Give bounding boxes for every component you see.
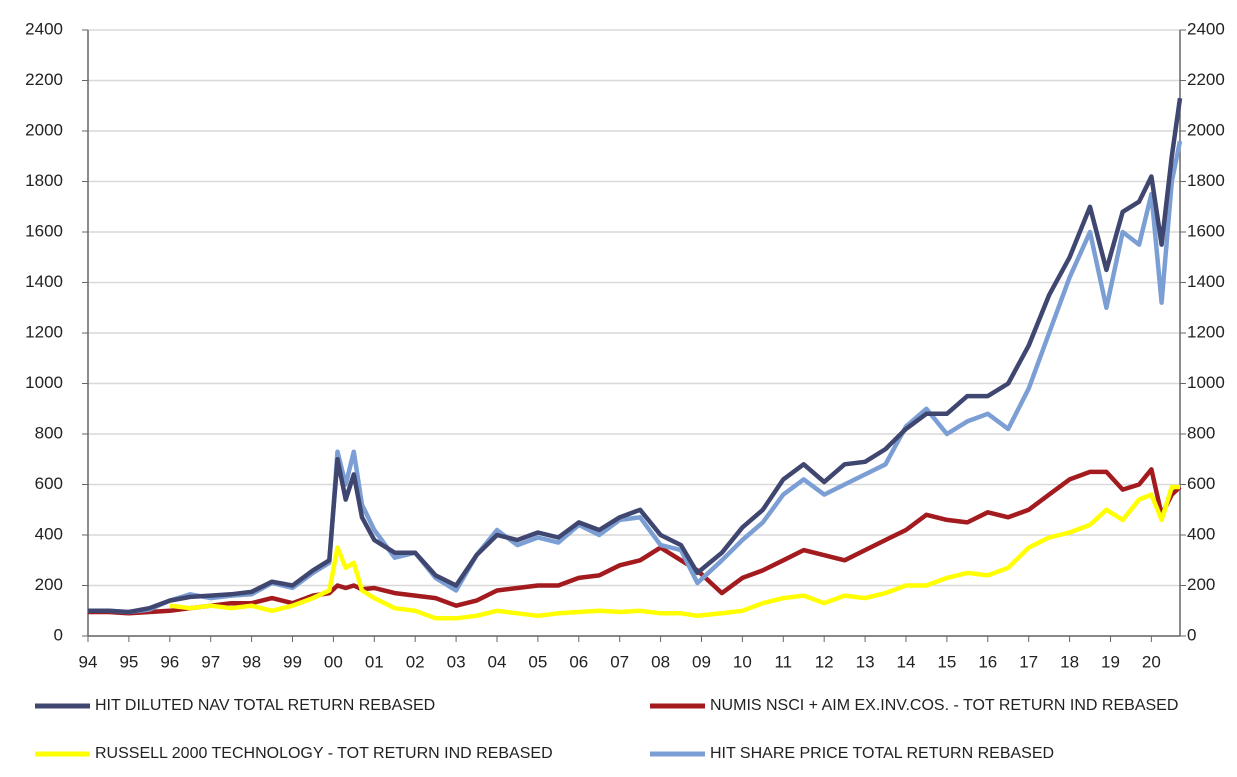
legend-label: HIT DILUTED NAV TOTAL RETURN REBASED [95,697,435,714]
y-tick-label: 1200 [25,322,63,341]
legend-label: RUSSELL 2000 TECHNOLOGY - TOT RETURN IND… [95,745,553,762]
y2-tick-label: 1600 [1187,221,1225,240]
x-tick-label: 14 [897,652,916,671]
x-tick-label: 00 [324,652,343,671]
x-tick-label: 13 [856,652,875,671]
y2-tick-label: 2200 [1187,70,1225,89]
y2-tick-label: 200 [1187,575,1215,594]
series-line [88,467,1182,616]
y-tick-label: 1600 [25,221,63,240]
x-tick-label: 15 [937,652,956,671]
y2-tick-label: 1000 [1187,373,1225,392]
y2-tick-label: 800 [1187,423,1215,442]
y2-tick-label: 1200 [1187,322,1225,341]
y-tick-label: 400 [35,524,63,543]
y-tick-label: 200 [35,575,63,594]
y2-tick-label: 2400 [1187,19,1225,38]
x-tick-label: 17 [1019,652,1038,671]
x-tick-label: 10 [733,652,752,671]
x-tick-label: 12 [815,652,834,671]
series-line [169,484,1180,621]
x-tick-label: 99 [283,652,302,671]
series-line [88,97,1183,615]
y2-tick-label: 2000 [1187,120,1225,139]
x-tick-label: 16 [978,652,997,671]
y2-tick-label: 600 [1187,474,1215,493]
x-tick-label: 07 [610,652,629,671]
y-tick-label: 0 [54,625,63,644]
x-tick-label: 03 [447,652,466,671]
y-tick-label: 800 [35,423,63,442]
y-tick-label: 1400 [25,272,63,291]
y2-tick-label: 0 [1187,625,1196,644]
y2-tick-label: 1800 [1187,171,1225,190]
x-tick-label: 06 [569,652,588,671]
x-tick-label: 11 [774,652,792,671]
x-tick-label: 96 [160,652,179,671]
y-tick-label: 1800 [25,171,63,190]
x-tick-label: 05 [528,652,547,671]
y2-tick-label: 400 [1187,524,1215,543]
series-line [88,140,1183,615]
y2-tick-label: 1400 [1187,272,1225,291]
x-tick-label: 01 [365,652,384,671]
legend-label: HIT SHARE PRICE TOTAL RETURN REBASED [710,745,1054,762]
x-tick-label: 97 [201,652,220,671]
x-tick-label: 18 [1060,652,1079,671]
x-tick-label: 04 [488,652,507,671]
x-tick-label: 19 [1101,652,1120,671]
y-tick-label: 600 [35,474,63,493]
y-tick-label: 2000 [25,120,63,139]
x-tick-label: 95 [119,652,138,671]
legend-label: NUMIS NSCI + AIM EX.INV.COS. - TOT RETUR… [710,697,1178,714]
y-tick-label: 1000 [25,373,63,392]
y-tick-label: 2200 [25,70,63,89]
x-tick-label: 09 [692,652,711,671]
x-tick-label: 02 [406,652,425,671]
x-tick-label: 98 [242,652,261,671]
y-tick-label: 2400 [25,19,63,38]
x-tick-label: 94 [79,652,98,671]
x-tick-label: 08 [651,652,670,671]
x-tick-label: 20 [1142,652,1161,671]
